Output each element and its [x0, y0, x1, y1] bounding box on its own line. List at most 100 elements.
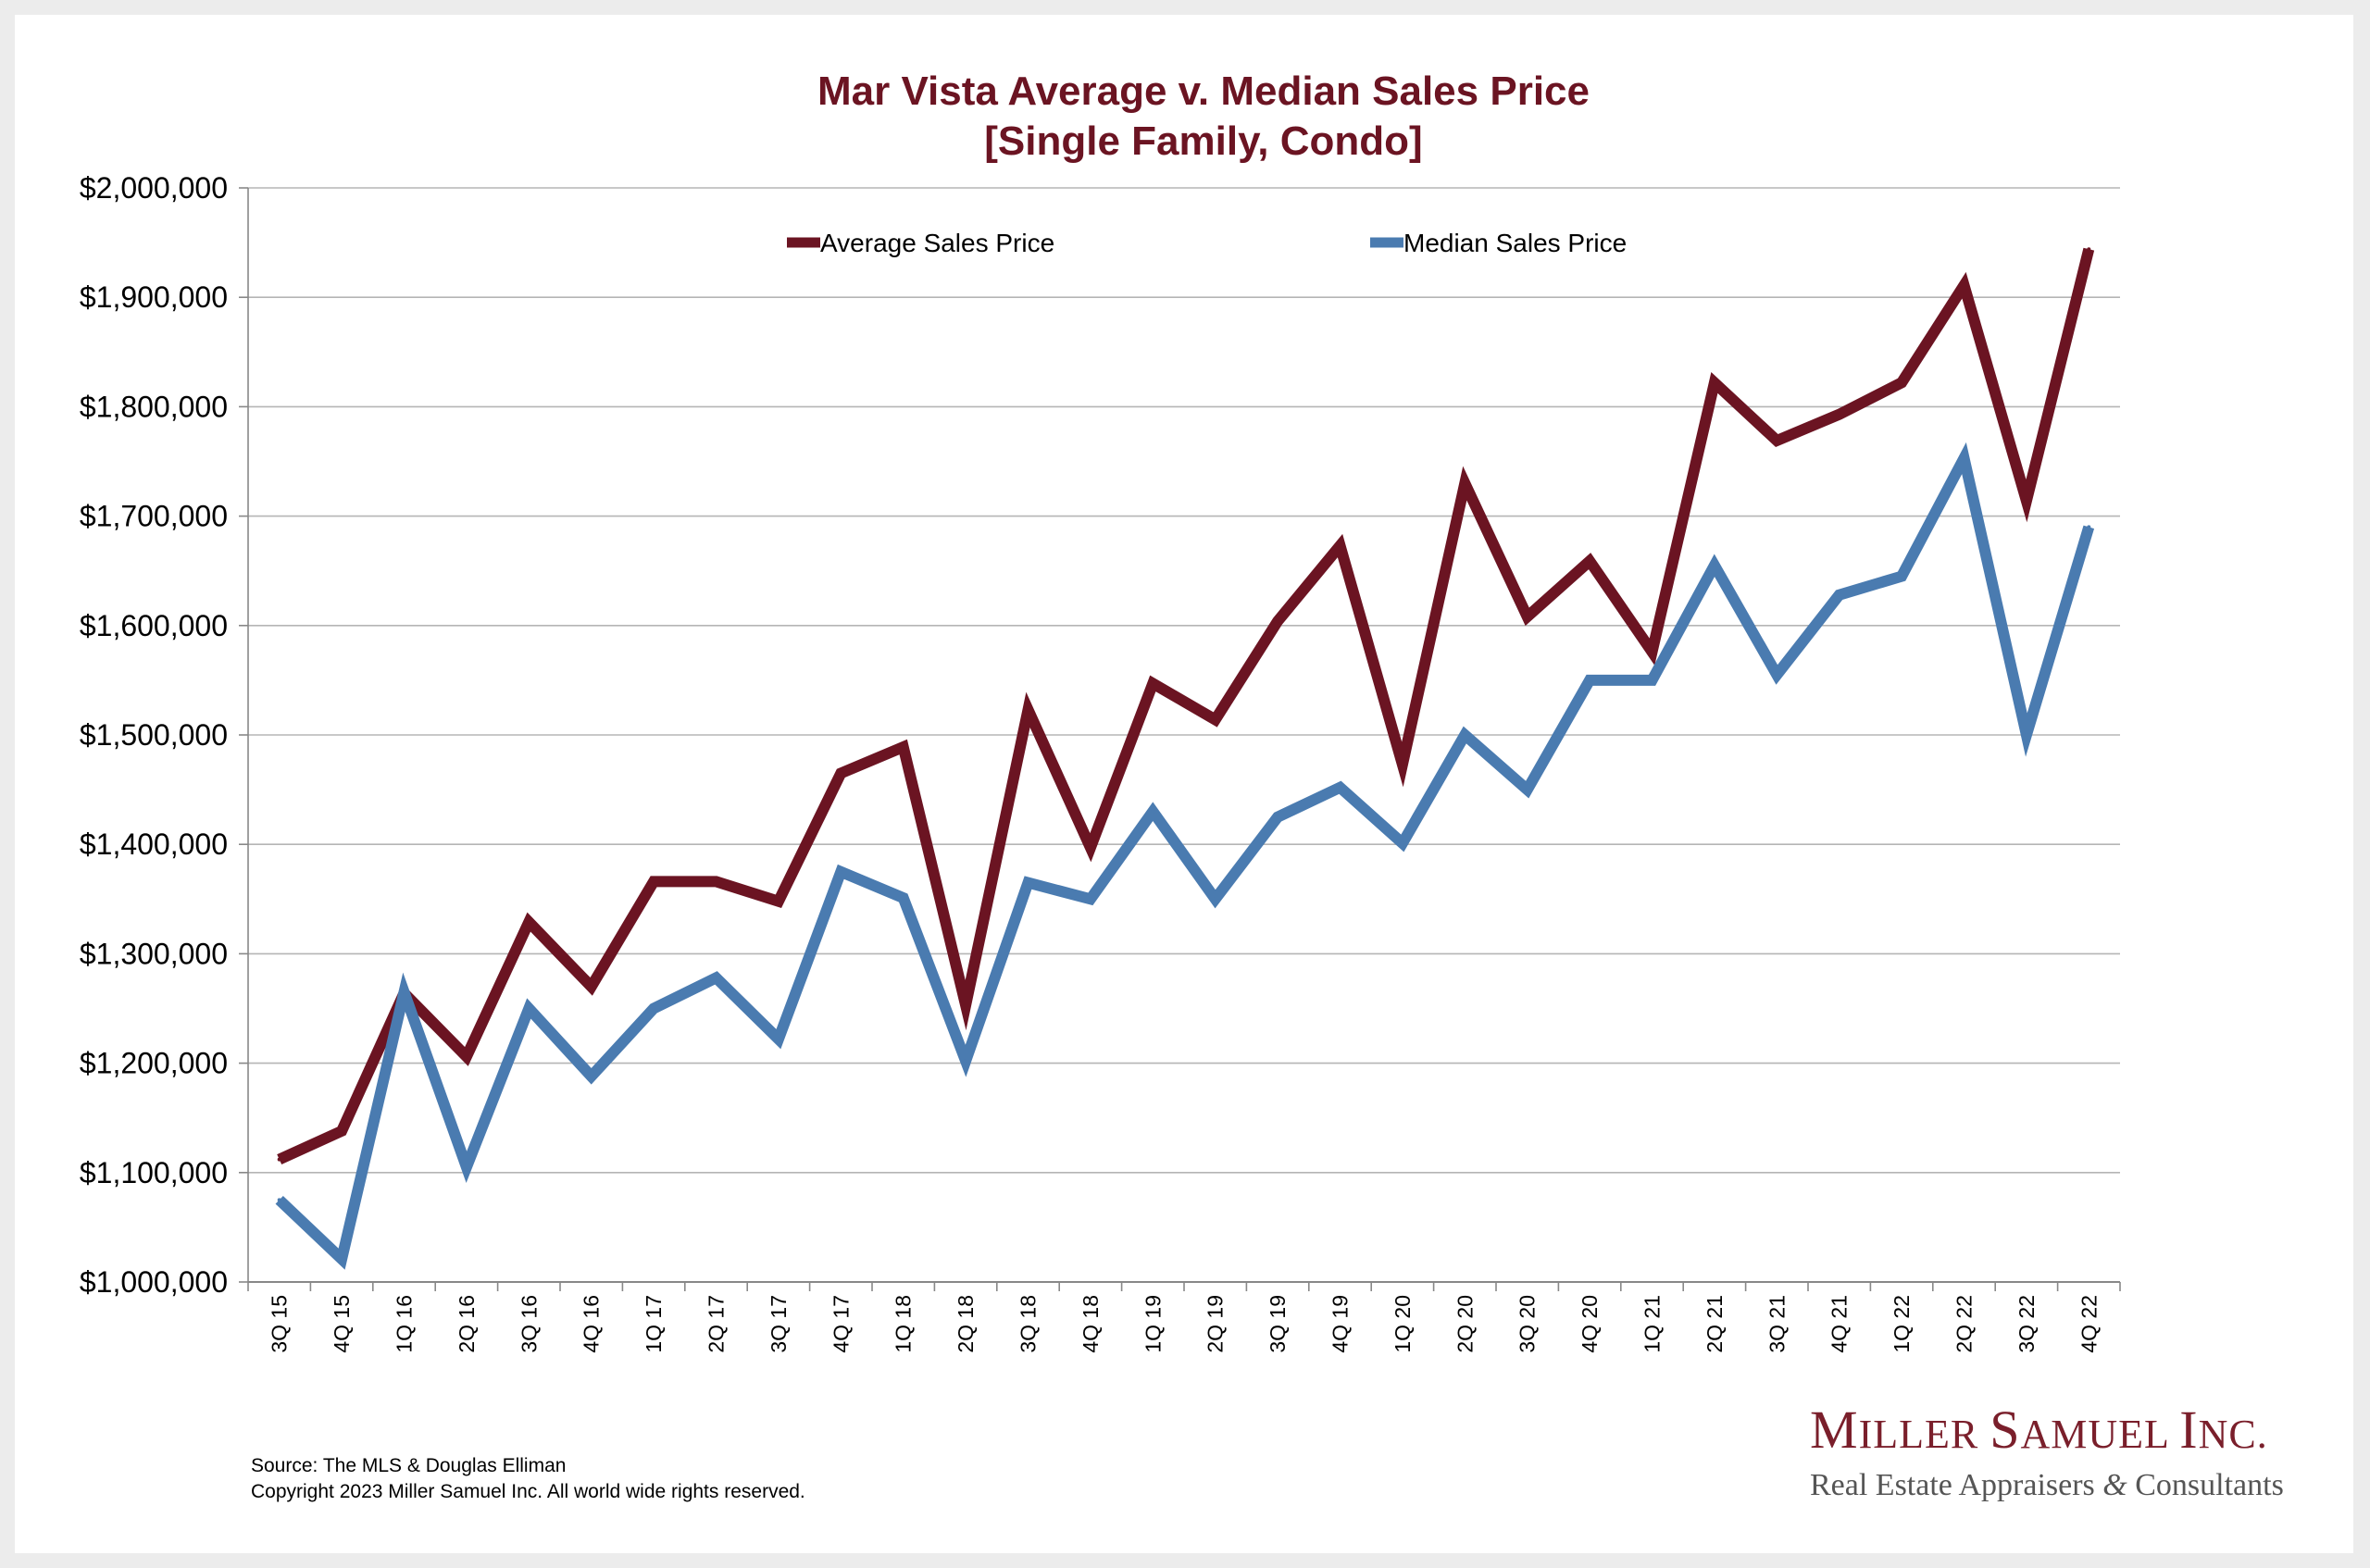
data-point — [839, 869, 843, 874]
x-tick-label: 2Q 18 — [954, 1295, 978, 1353]
data-point — [2087, 247, 2091, 252]
x-tick-label: 3Q 20 — [1516, 1295, 1540, 1353]
data-point — [1525, 788, 1529, 792]
x-tick-label: 4Q 15 — [330, 1295, 354, 1353]
y-tick-label: $2,000,000 — [80, 171, 228, 205]
chart-card — [15, 15, 2353, 1553]
x-tick-label: 4Q 16 — [580, 1295, 604, 1353]
data-point — [1276, 815, 1280, 819]
data-point — [901, 896, 905, 901]
data-point — [1775, 672, 1779, 677]
y-tick-label: $1,900,000 — [80, 280, 228, 314]
data-point — [1900, 574, 1904, 579]
data-point — [964, 1059, 968, 1064]
x-tick-label: 4Q 18 — [1079, 1295, 1103, 1353]
x-tick-label: 4Q 22 — [2077, 1295, 2101, 1353]
copyright-line: Copyright 2023 Miller Samuel Inc. All wo… — [251, 1481, 805, 1502]
data-point — [589, 1074, 593, 1078]
x-tick-label: 2Q 19 — [1204, 1295, 1228, 1353]
x-tick-label: 1Q 21 — [1640, 1295, 1665, 1353]
data-point — [1650, 650, 1654, 654]
data-point — [1026, 880, 1030, 885]
y-tick-label: $1,800,000 — [80, 390, 228, 423]
data-point — [277, 1198, 281, 1202]
data-point — [402, 989, 406, 994]
y-tick-label: $1,200,000 — [80, 1047, 228, 1080]
data-point — [964, 1002, 968, 1007]
data-point — [527, 1006, 531, 1011]
data-point — [652, 1006, 656, 1011]
data-point — [1712, 380, 1716, 385]
data-point — [1400, 762, 1404, 766]
data-point — [714, 879, 718, 884]
data-point — [464, 1054, 468, 1059]
data-point — [1338, 543, 1342, 548]
x-tick-label: 3Q 22 — [2014, 1295, 2039, 1353]
x-tick-label: 4Q 21 — [1827, 1295, 1852, 1353]
data-point — [277, 1157, 281, 1162]
data-point — [776, 899, 780, 903]
x-tick-label: 4Q 19 — [1328, 1295, 1353, 1353]
data-point — [1213, 897, 1217, 902]
x-tick-label: 1Q 16 — [393, 1295, 417, 1353]
data-point — [1151, 681, 1155, 686]
x-tick-label: 1Q 17 — [642, 1295, 666, 1353]
x-tick-label: 2Q 21 — [1703, 1295, 1727, 1353]
data-point — [1213, 717, 1217, 722]
data-point — [1463, 733, 1467, 737]
data-point — [1775, 439, 1779, 443]
data-point — [340, 1257, 344, 1262]
data-point — [1650, 678, 1654, 682]
source-line: Source: The MLS & Douglas Elliman — [251, 1455, 567, 1476]
data-point — [1463, 481, 1467, 486]
company-logo: Miller Samuel Inc. Real Estate Appraiser… — [1810, 1400, 2284, 1506]
median-price-line — [275, 442, 2095, 1270]
y-tick-label: $1,300,000 — [80, 937, 228, 970]
data-point — [1276, 619, 1280, 624]
chart-subtitle: [Single Family, Condo] — [984, 118, 1423, 164]
y-tick-label: $1,100,000 — [80, 1156, 228, 1189]
data-point — [464, 1164, 468, 1169]
chart-title-block: Mar Vista Average v. Median Sales Price … — [0, 67, 2370, 167]
x-tick-label: 4Q 17 — [829, 1295, 853, 1353]
data-point — [1712, 563, 1716, 567]
y-tick-label: $1,000,000 — [80, 1265, 228, 1299]
data-point — [1962, 283, 1966, 288]
x-tick-label: 3Q 17 — [767, 1295, 791, 1353]
data-point — [2024, 499, 2028, 504]
data-point — [776, 1037, 780, 1041]
x-tick-label: 3Q 16 — [517, 1295, 541, 1353]
data-point — [1525, 615, 1529, 619]
legend-label: Median Sales Price — [1403, 229, 1627, 257]
logo-name: Miller Samuel Inc. — [1810, 1400, 2268, 1460]
data-point — [839, 771, 843, 776]
data-point — [1962, 455, 1966, 460]
data-point — [527, 920, 531, 925]
y-tick-label: $1,600,000 — [80, 609, 228, 642]
x-tick-label: 2Q 20 — [1453, 1295, 1477, 1353]
average-price-line — [277, 247, 2095, 1165]
x-tick-label: 1Q 20 — [1391, 1295, 1415, 1353]
data-point — [1837, 592, 1841, 597]
data-point — [340, 1128, 344, 1133]
data-point — [1338, 785, 1342, 790]
data-point — [714, 976, 718, 980]
y-tick-label: $1,500,000 — [80, 718, 228, 752]
data-point — [1151, 809, 1155, 814]
data-point — [652, 879, 656, 884]
x-tick-label: 1Q 22 — [1890, 1295, 1914, 1353]
data-point — [1588, 559, 1592, 564]
x-tick-label: 3Q 21 — [1765, 1295, 1789, 1353]
x-tick-label: 2Q 22 — [1952, 1295, 1977, 1353]
data-point — [1088, 845, 1092, 850]
data-point — [1026, 707, 1030, 712]
x-tick-label: 1Q 18 — [892, 1295, 916, 1353]
x-tick-label: 3Q 18 — [1017, 1295, 1041, 1353]
x-tick-label: 3Q 15 — [268, 1295, 292, 1353]
data-point — [589, 984, 593, 989]
data-point — [901, 745, 905, 750]
x-tick-label: 2Q 17 — [705, 1295, 729, 1353]
y-tick-label: $1,700,000 — [80, 500, 228, 533]
logo-tagline: Real Estate Appraisers & Consultants — [1810, 1468, 2284, 1502]
